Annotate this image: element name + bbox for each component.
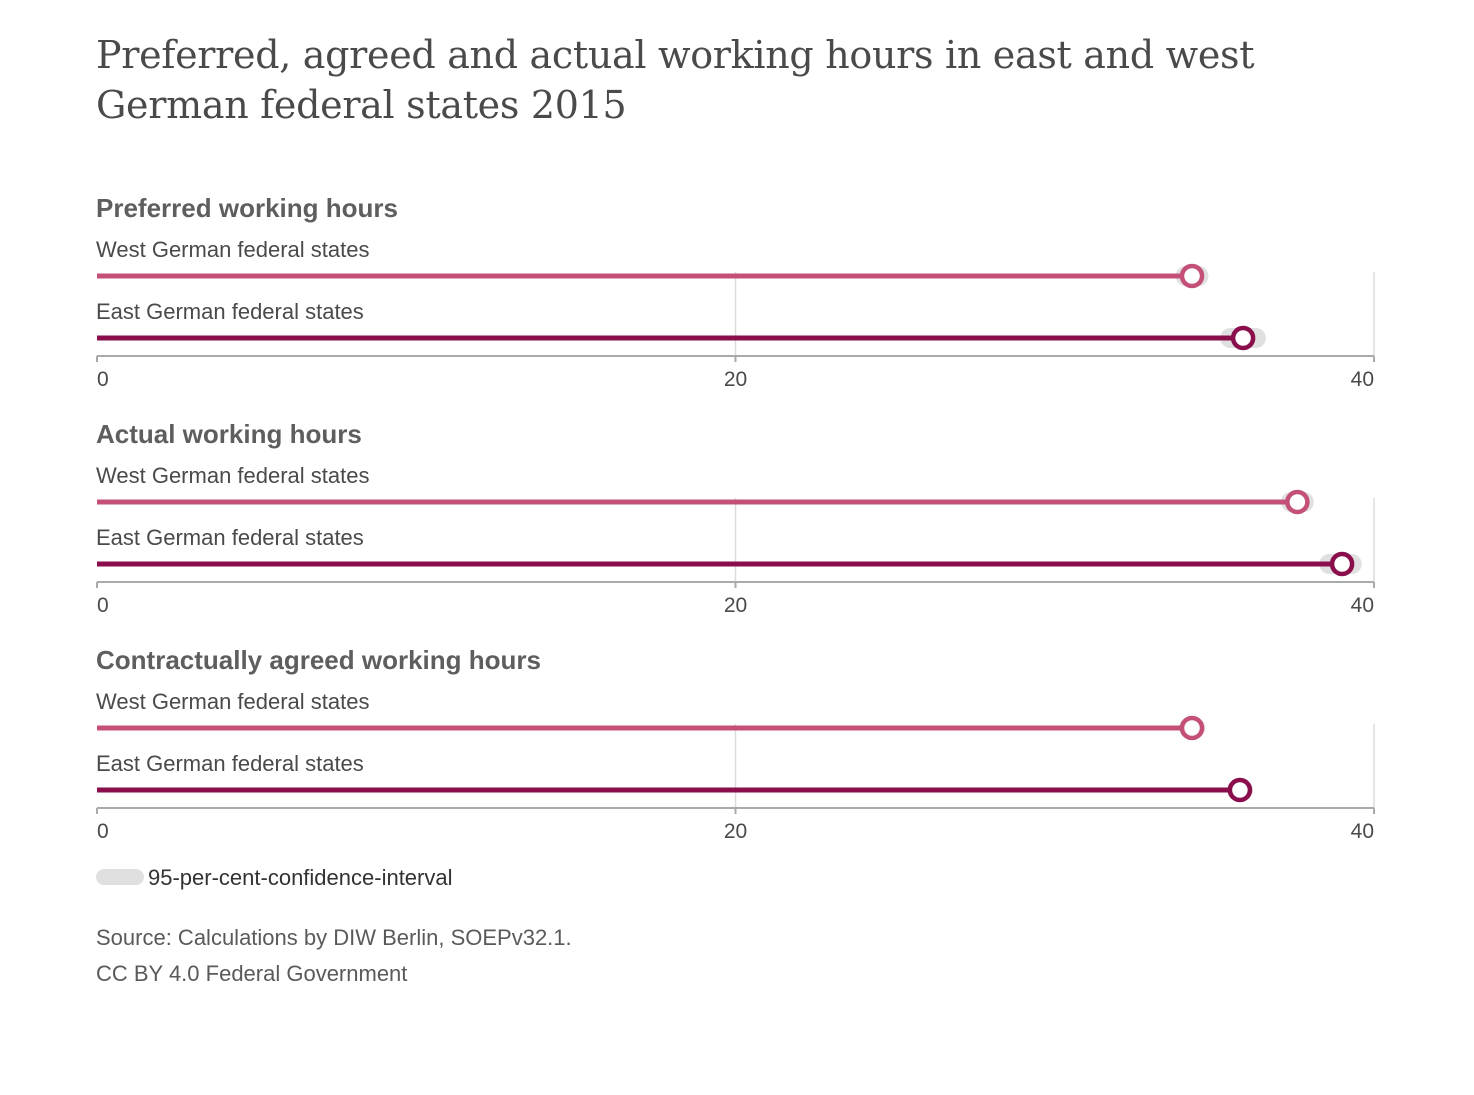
- series-east: East German federal states: [96, 299, 1266, 351]
- tick-label: 40: [1351, 368, 1374, 391]
- source-line: Source: Calculations by DIW Berlin, SOEP…: [96, 925, 572, 950]
- chart-title: Preferred, agreed and actual working hou…: [96, 33, 1255, 127]
- tick-label: 0: [97, 368, 109, 391]
- value-marker: [1285, 489, 1310, 515]
- legend-label: 95-per-cent-confidence-interval: [148, 865, 453, 890]
- chart-panels: Preferred working hours 0 20 40 West German …: [96, 193, 1375, 843]
- series-label: East German federal states: [96, 525, 364, 550]
- series-west: West German federal states: [96, 689, 1206, 741]
- series-west: West German federal states: [96, 463, 1314, 515]
- panel-2: Actual working hours 0 20 40 West German fed…: [96, 419, 1375, 617]
- series-east: East German federal states: [96, 751, 1254, 803]
- panel-3: Contractually agreed working hours 0 20 40 W…: [96, 645, 1375, 843]
- series-west: West German federal states: [96, 237, 1209, 289]
- series-east: East German federal states: [96, 525, 1362, 577]
- series-label: West German federal states: [96, 237, 370, 262]
- source-note: Source: Calculations by DIW Berlin, SOEP…: [96, 925, 572, 986]
- tick-label: 40: [1351, 594, 1374, 617]
- legend: 95-per-cent-confidence-interval: [96, 865, 453, 890]
- tick-label: 40: [1351, 820, 1374, 843]
- panel-title: Preferred working hours: [96, 193, 398, 223]
- panel-title: Contractually agreed working hours: [96, 645, 541, 675]
- panel-title: Actual working hours: [96, 419, 362, 449]
- tick-label: 0: [97, 820, 109, 843]
- value-marker: [1227, 777, 1253, 803]
- series-label: East German federal states: [96, 751, 364, 776]
- series-label: West German federal states: [96, 689, 370, 714]
- panel-1: Preferred working hours 0 20 40 West German …: [96, 193, 1375, 391]
- series-label: East German federal states: [96, 299, 364, 324]
- legend-ci-swatch: [96, 869, 144, 885]
- tick-label: 0: [97, 594, 109, 617]
- tick-label: 20: [724, 594, 747, 617]
- value-marker: [1230, 325, 1256, 351]
- value-marker: [1179, 263, 1205, 289]
- value-marker: [1329, 551, 1355, 577]
- series-label: West German federal states: [96, 463, 370, 488]
- tick-label: 20: [724, 820, 747, 843]
- value-marker: [1179, 715, 1205, 741]
- license-line: CC BY 4.0 Federal Government: [96, 961, 407, 986]
- tick-label: 20: [724, 368, 747, 391]
